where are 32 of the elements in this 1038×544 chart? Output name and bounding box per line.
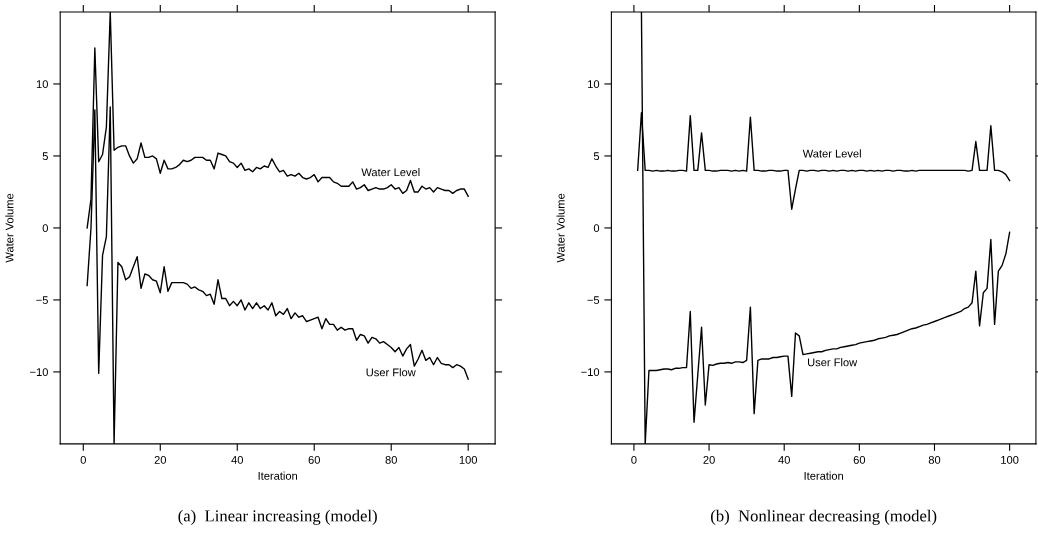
y-tick-label: −10 [581, 368, 600, 377]
x-tick-label: 20 [703, 456, 715, 464]
y-tick-label: 10 [588, 80, 600, 89]
y-tick-label: 0 [42, 224, 48, 233]
y-axis-title: Water Volume [556, 193, 565, 263]
y-tick-label: −5 [36, 296, 48, 305]
x-tick-label: 100 [1001, 456, 1019, 464]
series-label: User Flow [808, 358, 858, 367]
x-tick-label: 0 [80, 456, 86, 464]
text: (a) Linear increasing (model) [178, 509, 377, 525]
x-tick-label: 60 [308, 456, 320, 464]
x-tick-label: 40 [231, 456, 243, 464]
text: (b) Nonlinear decreasing (model) [711, 509, 937, 525]
y-tick-label: −10 [30, 368, 48, 377]
y-axis-title: Water Volume [5, 193, 14, 263]
series-label: User Flow [366, 368, 416, 377]
y-tick-label: 0 [593, 224, 600, 233]
x-axis-title: Iteration [258, 471, 298, 480]
x-tick-label: 40 [778, 456, 790, 464]
series-label: Water Level [361, 168, 420, 177]
y-tick-label: −5 [587, 296, 600, 305]
x-tick-label: 80 [928, 456, 941, 464]
x-tick-label: 100 [459, 456, 478, 464]
x-tick-label: 60 [853, 456, 866, 464]
x-tick-label: 20 [154, 456, 167, 464]
x-tick-label: 0 [631, 456, 637, 464]
x-tick-label: 80 [385, 456, 397, 464]
y-tick-label: 5 [593, 152, 600, 161]
y-tick-label: 10 [36, 80, 48, 89]
series-label: Water Level [802, 149, 861, 158]
x-axis-title: Iteration [804, 471, 844, 480]
y-tick-label: 5 [42, 152, 48, 161]
